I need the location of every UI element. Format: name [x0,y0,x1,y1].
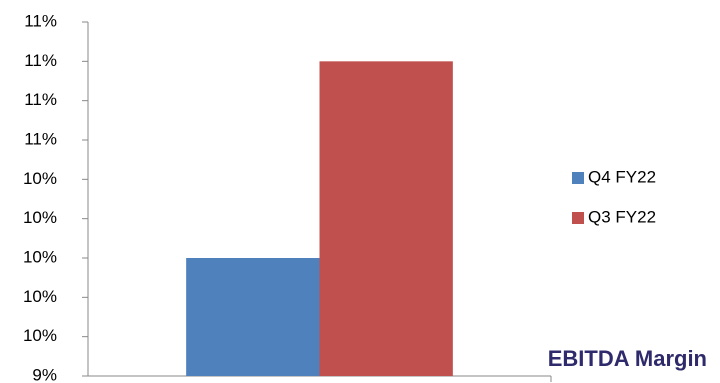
legend-swatch [572,172,584,184]
y-tick-label: 10% [23,247,57,266]
chart-title: EBITDA Margin [548,346,707,371]
legend-label: Q4 FY22 [588,167,656,186]
y-tick-label: 11% [24,51,57,70]
bar [319,61,453,376]
y-tick-label: 10% [23,287,57,306]
legend-label: Q3 FY22 [588,207,656,226]
y-tick-label: 10% [23,169,57,188]
y-tick-label: 11% [24,11,57,30]
y-tick-label: 11% [24,129,57,148]
legend-swatch [572,212,584,224]
y-tick-label: 10% [23,326,57,345]
y-tick-label: 9% [32,365,57,383]
y-tick-label: 10% [23,208,57,227]
bar [186,258,320,376]
y-tick-label: 11% [24,90,57,109]
